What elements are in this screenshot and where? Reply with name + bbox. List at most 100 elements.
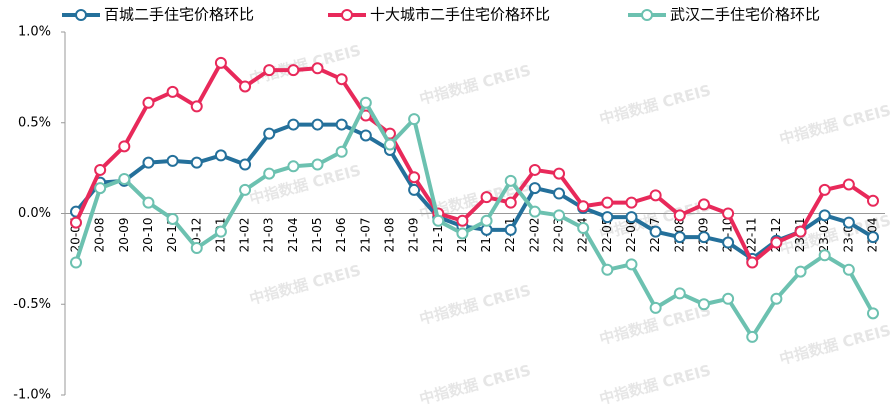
point (118, 140, 131, 153)
point (746, 256, 759, 269)
point (528, 163, 541, 176)
x-tick-label: 21-10 (431, 218, 445, 253)
point (770, 292, 783, 305)
point (70, 216, 82, 229)
point (867, 194, 879, 207)
watermark: 中指数据 CREIS (778, 321, 893, 368)
point (794, 225, 807, 238)
point (456, 214, 469, 227)
point (239, 183, 252, 196)
point (263, 167, 276, 180)
y-tick-label: 0.5% (18, 115, 51, 130)
point (480, 191, 493, 204)
point (553, 187, 566, 200)
point (867, 231, 879, 244)
point (818, 209, 831, 222)
point (722, 236, 735, 249)
point (239, 158, 252, 171)
point (263, 64, 276, 77)
point (867, 307, 879, 320)
legend-marker (75, 9, 87, 21)
point (190, 100, 203, 113)
point (287, 160, 300, 173)
x-tick-label: 22-06 (624, 218, 638, 253)
point (94, 182, 107, 195)
x-tick-label: 22-05 (600, 218, 614, 253)
x-tick-label: 23-02 (817, 218, 831, 253)
point (239, 80, 252, 93)
point (673, 209, 686, 222)
point (625, 258, 638, 271)
point (263, 127, 276, 140)
point (649, 225, 662, 238)
point (818, 183, 831, 196)
point (794, 265, 807, 278)
legend-label: 十大城市二手住宅价格环比 (370, 6, 550, 24)
point (528, 205, 541, 218)
point (746, 330, 759, 343)
y-tick-label: 0.0% (18, 206, 51, 221)
watermark: 中指数据 CREIS (418, 361, 533, 408)
point (770, 236, 783, 249)
point (818, 249, 831, 262)
point (408, 113, 421, 126)
point (504, 174, 517, 187)
point (432, 214, 445, 227)
point (577, 200, 590, 213)
point (166, 154, 179, 167)
point (94, 163, 107, 176)
point (673, 231, 686, 244)
y-tick-label: -1.0% (13, 388, 51, 403)
point (842, 178, 855, 191)
watermark: 中指数据 CREIS (248, 261, 363, 308)
x-tick-label: 20-09 (117, 218, 131, 253)
watermark: 中指数据 CREIS (248, 161, 363, 208)
point (311, 158, 324, 171)
point (142, 196, 155, 209)
x-tick-label: 21-05 (310, 218, 324, 253)
x-tick-label: 21-08 (382, 218, 396, 253)
x-tick-label: 20-11 (165, 218, 179, 253)
point (408, 171, 421, 184)
point (601, 263, 614, 276)
point (480, 214, 493, 227)
point (142, 96, 155, 109)
point (408, 183, 421, 196)
point (577, 222, 590, 235)
point (842, 263, 855, 276)
point (70, 256, 82, 269)
series-line (74, 100, 875, 339)
point (214, 149, 227, 162)
point (649, 301, 662, 314)
x-tick-label: 21-02 (238, 218, 252, 253)
y-tick-label: 1.0% (18, 25, 51, 40)
point (166, 212, 179, 225)
point (142, 156, 155, 169)
point (649, 189, 662, 202)
series-line (74, 60, 875, 265)
point (625, 211, 638, 224)
x-tick-label: 22-02 (527, 218, 541, 253)
point (697, 231, 710, 244)
point (504, 223, 517, 236)
x-tick-label: 21-07 (358, 218, 372, 253)
legend-marker (641, 9, 653, 21)
x-tick-label: 22-11 (745, 218, 759, 253)
point (673, 287, 686, 300)
point (697, 198, 710, 211)
point (722, 292, 735, 305)
point (359, 129, 372, 142)
point (214, 56, 227, 69)
point (287, 118, 300, 131)
point (553, 209, 566, 222)
point (625, 196, 638, 209)
point (214, 225, 227, 238)
point (722, 207, 735, 220)
x-tick-label: 21-04 (286, 218, 300, 253)
point (118, 173, 131, 186)
point (553, 167, 566, 180)
x-tick-label: 20-08 (93, 218, 107, 253)
legend-marker (341, 9, 353, 21)
point (697, 298, 710, 311)
point (190, 241, 203, 254)
